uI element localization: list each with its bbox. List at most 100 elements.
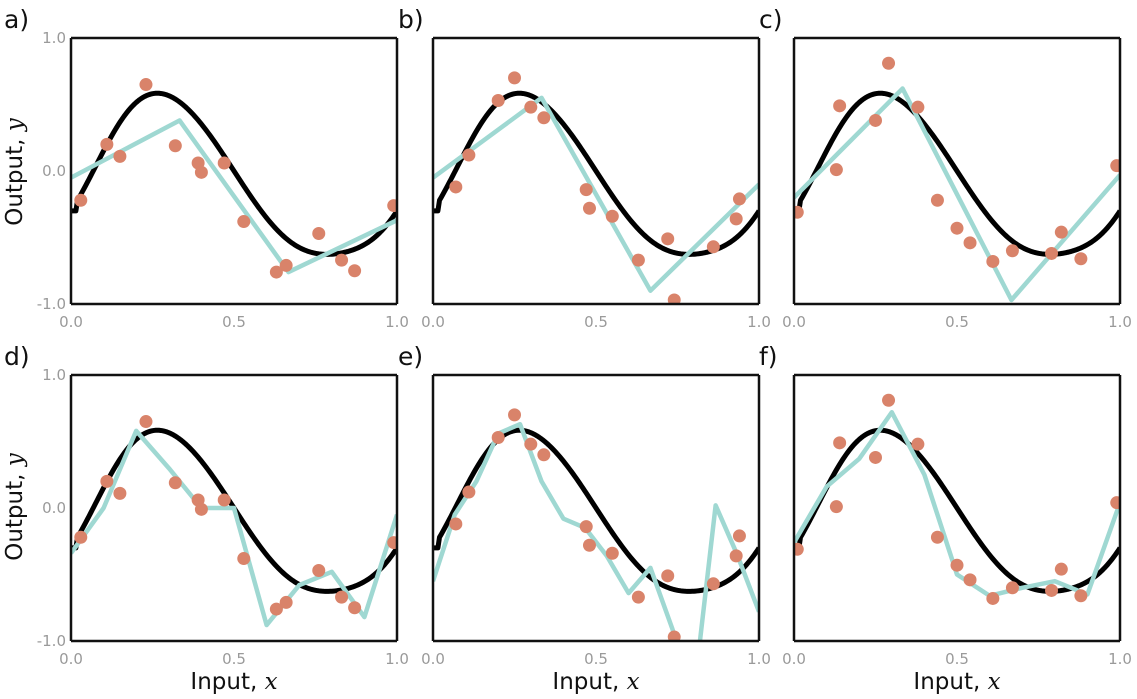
panel-4: 0.0 0.5 1.01.00.0-1.0d): [4, 342, 409, 668]
true-function-line: [433, 90, 759, 257]
data-point: [930, 193, 944, 207]
data-point: [579, 183, 593, 197]
data-point: [582, 201, 596, 215]
data-point: [462, 148, 476, 162]
plot-area: [71, 78, 397, 279]
data-point: [729, 212, 743, 226]
data-point: [794, 542, 804, 556]
data-point: [1054, 225, 1068, 239]
x-tick-label: 1.0: [747, 650, 771, 668]
data-point: [335, 590, 349, 604]
data-point: [113, 149, 127, 163]
data-point: [139, 415, 153, 429]
y-tick-label: 1.0: [42, 29, 66, 47]
x-tick-label: 1.0: [1108, 650, 1132, 668]
data-point: [1054, 562, 1068, 576]
data-point: [661, 569, 675, 583]
panel-label: b): [398, 5, 424, 34]
data-point: [348, 264, 362, 278]
panel-label: d): [4, 342, 30, 371]
data-point: [667, 293, 681, 304]
data-point: [168, 476, 182, 490]
data-point: [706, 240, 720, 254]
data-point: [911, 100, 925, 114]
plot-area: [794, 393, 1120, 605]
data-point: [869, 450, 882, 464]
data-point: [508, 408, 521, 422]
y-axis-title-bottom: Output, y: [2, 452, 28, 561]
panel-2: 0.0 0.5 1.0 b): [398, 5, 771, 331]
plot-area: [794, 56, 1120, 303]
true-function-line: [794, 90, 1120, 257]
x-tick-label: 0.5: [584, 650, 608, 668]
data-point: [491, 431, 505, 445]
data-point: [667, 630, 681, 641]
data-point: [348, 601, 362, 615]
data-point: [631, 253, 645, 267]
data-point: [279, 595, 293, 609]
panel-5: 0.0 0.5 1.0 e): [398, 342, 771, 668]
panel-label: f): [759, 342, 778, 371]
x-axis-title-middle: Input, x: [552, 669, 639, 695]
model-fit-line: [433, 421, 759, 641]
x-tick-label: 1.0: [1108, 313, 1132, 331]
data-point: [950, 558, 964, 572]
data-point: [605, 209, 619, 223]
x-tick-label: 1.0: [747, 313, 771, 331]
data-point: [930, 530, 944, 544]
y-tick-label: 0.0: [42, 499, 66, 517]
x-tick-label: 0.0: [782, 650, 806, 668]
data-point: [1005, 581, 1019, 595]
y-tick-label: 1.0: [42, 366, 66, 384]
plot-area: [71, 415, 397, 628]
true-function-line: [794, 427, 1120, 594]
x-tick-label: 0.5: [222, 650, 246, 668]
data-point: [1074, 252, 1088, 266]
x-tick-label: 1.0: [385, 650, 409, 668]
x-tick-label: 1.0: [385, 313, 409, 331]
data-point: [963, 236, 977, 250]
data-point: [911, 437, 925, 451]
data-point: [882, 56, 896, 70]
data-point: [237, 552, 251, 566]
data-point: [950, 221, 964, 235]
data-point: [74, 530, 88, 544]
data-point: [1074, 589, 1088, 603]
data-point: [269, 602, 283, 616]
data-point: [449, 517, 463, 531]
data-point: [508, 71, 521, 85]
data-point: [1045, 583, 1059, 597]
y-axis-title-top: Output, y: [2, 117, 28, 226]
panel-3: 0.0 0.5 1.0 c): [759, 5, 1132, 331]
data-point: [661, 232, 675, 246]
panel-6: 0.0 0.5 1.0 f): [759, 342, 1132, 668]
panel-label: c): [759, 5, 783, 34]
data-point: [312, 227, 326, 241]
plot-area: [433, 71, 759, 304]
model-fit-line: [433, 95, 759, 293]
data-point: [963, 573, 977, 587]
data-point: [732, 529, 746, 543]
model-fit-line: [794, 409, 1120, 599]
data-point: [605, 546, 619, 560]
data-point: [794, 205, 804, 219]
data-point: [829, 500, 843, 514]
data-point: [882, 393, 896, 407]
data-point: [217, 156, 231, 170]
data-point: [269, 265, 283, 279]
data-point: [237, 215, 251, 229]
x-axis-title-right: Input, x: [913, 669, 1000, 695]
panel-1: 0.0 0.5 1.01.00.0-1.0a): [4, 5, 409, 331]
x-axis-title-left: Input, x: [190, 669, 277, 695]
data-point: [732, 192, 746, 206]
y-tick-label: -1.0: [37, 632, 66, 650]
data-point: [829, 163, 843, 177]
plot-area: [433, 408, 759, 641]
model-fit-line: [71, 428, 397, 628]
data-point: [491, 94, 505, 108]
data-point: [986, 591, 1000, 605]
data-point: [986, 254, 1000, 268]
data-point: [387, 536, 397, 550]
model-fit-line: [794, 86, 1120, 303]
